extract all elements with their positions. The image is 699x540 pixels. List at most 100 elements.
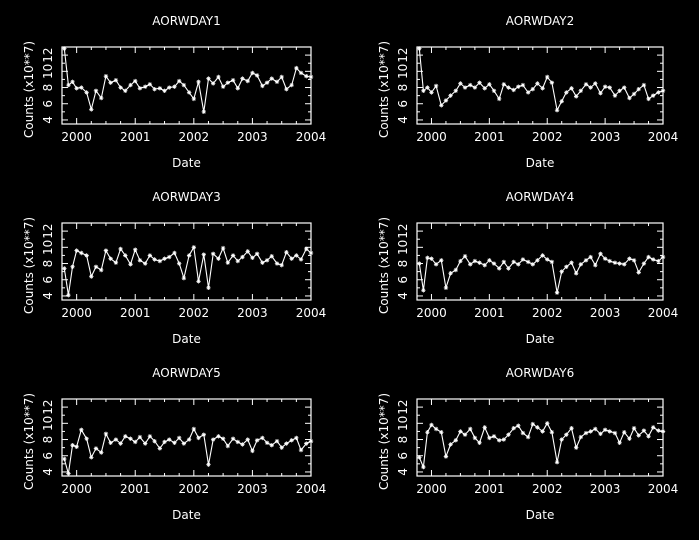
x-axis-label: Date bbox=[172, 156, 201, 170]
x-axis-label: Date bbox=[526, 508, 555, 522]
data-point bbox=[487, 82, 492, 87]
data-point bbox=[147, 434, 153, 439]
y-tick-label: 12 bbox=[396, 223, 410, 238]
y-tick-label: 4 bbox=[41, 116, 55, 124]
x-tick-label: 2004 bbox=[648, 306, 679, 320]
data-point bbox=[650, 425, 656, 430]
data-point bbox=[433, 426, 439, 432]
data-point bbox=[564, 432, 569, 437]
data-point bbox=[482, 425, 487, 430]
data-point bbox=[627, 436, 632, 441]
x-tick-label: 2004 bbox=[648, 130, 679, 144]
data-point bbox=[284, 249, 289, 255]
data-point bbox=[142, 84, 148, 89]
data-point bbox=[66, 292, 71, 298]
data-point bbox=[79, 427, 84, 432]
data-point bbox=[74, 86, 79, 91]
data-point bbox=[70, 443, 75, 448]
data-point bbox=[506, 85, 511, 90]
data-point bbox=[62, 46, 67, 51]
y-tick-label: 12 bbox=[396, 47, 410, 62]
data-point bbox=[220, 245, 226, 251]
y-axis-label: Counts (x10**7) bbox=[22, 41, 36, 138]
data-point bbox=[636, 86, 641, 92]
data-point bbox=[240, 254, 245, 260]
data-point bbox=[516, 262, 521, 267]
data-point bbox=[593, 81, 598, 86]
data-point bbox=[99, 267, 104, 273]
data-point bbox=[569, 260, 574, 265]
data-point bbox=[137, 258, 143, 263]
data-point bbox=[656, 258, 661, 264]
chart-title: AORWDAY5 bbox=[152, 366, 220, 380]
data-point bbox=[235, 258, 240, 264]
data-point bbox=[216, 434, 221, 439]
data-point bbox=[472, 85, 478, 90]
data-point bbox=[230, 436, 236, 441]
data-point bbox=[656, 90, 661, 95]
data-point bbox=[511, 87, 516, 93]
y-axis-label: Counts (x10**7) bbox=[377, 393, 391, 490]
data-point bbox=[554, 108, 560, 113]
data-point bbox=[89, 455, 94, 460]
y-axis-label: Counts (x10**7) bbox=[377, 217, 391, 314]
data-point bbox=[516, 423, 521, 428]
data-point bbox=[123, 88, 128, 93]
data-point bbox=[530, 421, 535, 427]
data-point bbox=[482, 262, 487, 268]
data-point bbox=[496, 96, 502, 102]
chart-title: AORWDAY1 bbox=[152, 14, 220, 28]
data-point bbox=[501, 259, 507, 265]
data-point bbox=[89, 274, 94, 279]
data-point bbox=[279, 445, 284, 450]
x-axis-label: Date bbox=[526, 156, 555, 170]
x-tick-label: 2001 bbox=[474, 306, 505, 320]
data-point bbox=[520, 82, 526, 88]
data-point bbox=[598, 91, 603, 96]
data-point bbox=[216, 74, 221, 80]
data-point bbox=[70, 79, 75, 85]
data-point bbox=[162, 256, 167, 261]
data-point bbox=[429, 90, 434, 95]
data-point bbox=[79, 250, 84, 256]
x-tick-label: 2004 bbox=[648, 482, 679, 496]
data-point bbox=[108, 440, 113, 445]
data-point bbox=[254, 73, 260, 78]
data-point bbox=[113, 260, 119, 265]
y-tick-label: 8 bbox=[396, 260, 410, 268]
data-point bbox=[99, 450, 104, 455]
data-point bbox=[210, 251, 216, 256]
panel-2: AORWDAY2 2000 2001 2002 2003 2004 4 6 8 10 12 Date C… bbox=[377, 14, 678, 170]
data-point bbox=[152, 438, 157, 444]
x-tick-label: 2001 bbox=[120, 306, 151, 320]
data-point bbox=[462, 85, 468, 90]
data-point bbox=[511, 259, 516, 265]
data-point bbox=[294, 435, 299, 441]
data-point bbox=[269, 76, 274, 81]
data-point bbox=[279, 262, 284, 268]
x-tick-label: 2002 bbox=[532, 482, 563, 496]
data-point bbox=[118, 441, 123, 446]
data-point bbox=[612, 430, 618, 436]
data-point bbox=[417, 46, 422, 51]
data-point bbox=[225, 80, 231, 85]
data-point bbox=[137, 86, 143, 91]
data-point bbox=[298, 257, 304, 262]
data-point bbox=[206, 462, 211, 467]
data-point bbox=[578, 434, 584, 440]
data-point bbox=[191, 245, 197, 250]
data-point bbox=[468, 426, 473, 432]
data-point bbox=[646, 96, 651, 102]
data-point bbox=[294, 65, 299, 71]
data-point bbox=[448, 93, 453, 98]
y-tick-label: 4 bbox=[396, 292, 410, 300]
data-point bbox=[520, 257, 526, 262]
data-point bbox=[421, 464, 426, 470]
data-point bbox=[421, 288, 426, 293]
chart-title: AORWDAY4 bbox=[506, 190, 574, 204]
data-point bbox=[496, 438, 502, 443]
data-point bbox=[520, 430, 526, 436]
y-tick-label: 8 bbox=[41, 84, 55, 92]
y-tick-label: 6 bbox=[41, 276, 55, 284]
x-tick-label: 2000 bbox=[61, 130, 92, 144]
